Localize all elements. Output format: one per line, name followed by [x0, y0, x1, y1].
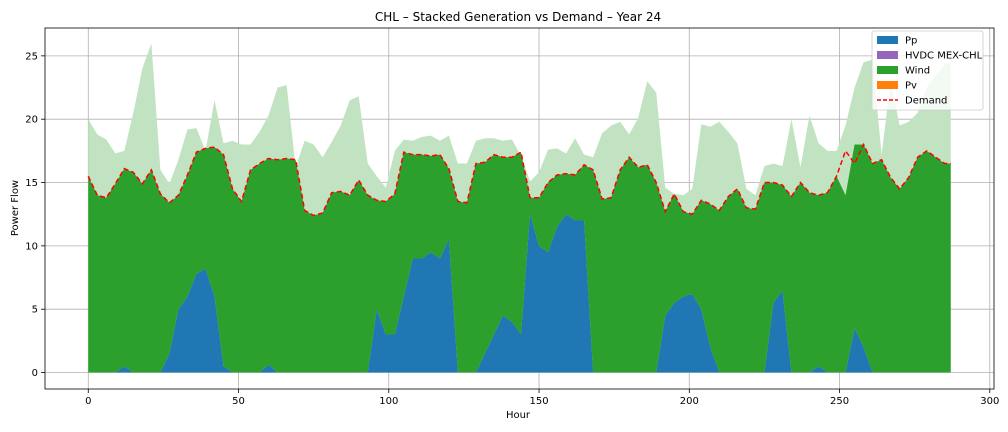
y-tick-label: 25 [25, 51, 38, 62]
chart-title: CHL – Stacked Generation vs Demand – Yea… [375, 10, 661, 24]
x-tick-label: 50 [232, 396, 245, 407]
series-area-pp [88, 214, 951, 373]
y-tick-label: 10 [25, 241, 38, 252]
legend-box [871, 30, 984, 111]
series-area-wind [88, 144, 951, 373]
x-axis-ticks: 0 50 100 150 200 250 300 [85, 389, 999, 407]
legend-swatch-wind [877, 66, 898, 74]
legend-label-pv: Pv [905, 81, 917, 92]
x-tick-label: 100 [379, 396, 398, 407]
legend-label-pp: Pp [905, 36, 917, 47]
x-tick-label: 150 [529, 396, 548, 407]
legend: Pp HVDC MEX-CHL Wind Pv Demand [871, 30, 984, 111]
x-tick-label: 0 [85, 396, 91, 407]
x-axis-title: Hour [506, 410, 531, 421]
plot-frame [44, 27, 995, 390]
plot-area: 0 50 100 150 200 250 300 0 5 10 15 20 25 [25, 27, 999, 407]
x-tick-label: 250 [830, 396, 849, 407]
demand-line [87, 142, 951, 217]
stacked-areas [88, 43, 951, 373]
legend-label-wind: Wind [905, 66, 930, 77]
legend-swatch-pv [877, 81, 898, 89]
y-tick-label: 0 [32, 368, 38, 379]
x-tick-label: 300 [980, 396, 999, 407]
demand-line-layer [87, 142, 951, 217]
x-tick-label: 200 [680, 396, 699, 407]
y-tick-label: 15 [25, 178, 38, 189]
legend-swatch-pp [877, 36, 898, 44]
legend-label-hvdc-mex-chl: HVDC MEX-CHL [905, 51, 983, 62]
y-tick-label: 5 [32, 305, 38, 316]
legend-label-demand: Demand [905, 96, 947, 107]
y-tick-label: 20 [25, 115, 38, 126]
legend-swatch-hvdc-mex-chl [877, 51, 898, 59]
y-axis-ticks: 0 5 10 15 20 25 [25, 51, 45, 379]
y-axis-title: Power Flow [10, 180, 21, 236]
